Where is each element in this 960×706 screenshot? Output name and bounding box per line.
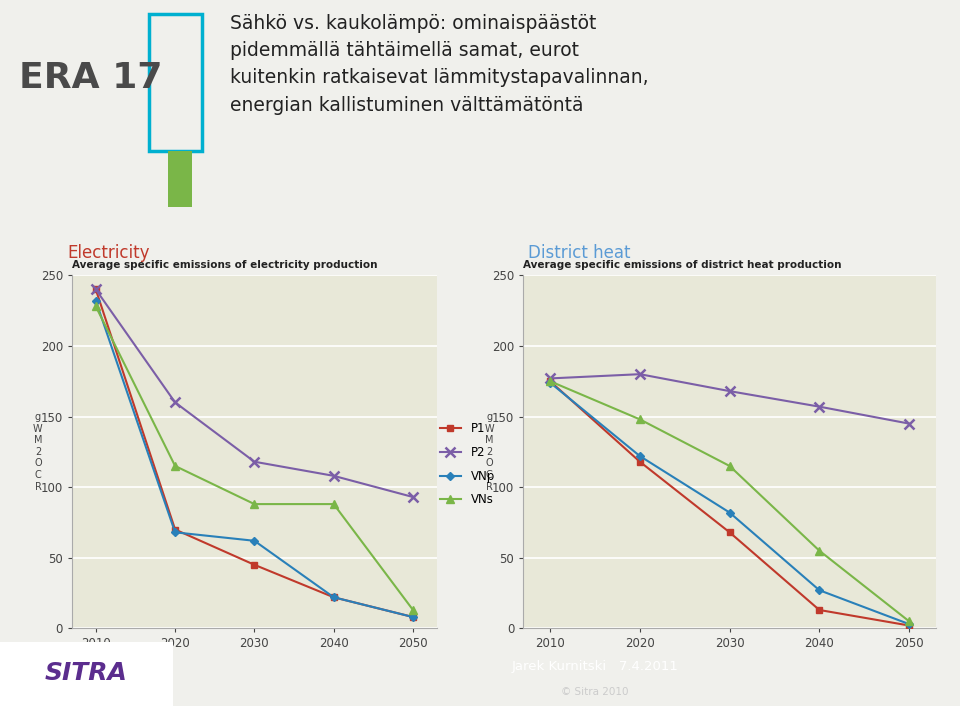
Line: P1: P1 — [546, 378, 913, 629]
P1 — [813, 606, 825, 614]
P2 — [813, 402, 825, 411]
P1 — [249, 561, 260, 569]
VNs — [903, 617, 915, 626]
VNp — [407, 613, 419, 621]
P1 — [544, 377, 556, 385]
P2 — [90, 285, 102, 294]
P1 — [90, 285, 102, 294]
VNp — [328, 593, 340, 602]
Text: Electricity: Electricity — [67, 244, 150, 262]
VNp — [169, 528, 180, 537]
P2 — [328, 472, 340, 480]
Line: VNp: VNp — [547, 380, 912, 627]
Y-axis label: g
W
M
2
O
C
R: g W M 2 O C R — [34, 412, 43, 491]
P2 — [724, 387, 735, 395]
P1 — [407, 613, 419, 621]
VNs — [90, 302, 102, 311]
VNp — [90, 297, 102, 305]
P2 — [544, 374, 556, 383]
P1 — [328, 593, 340, 602]
Text: District heat: District heat — [528, 244, 631, 262]
P1 — [635, 457, 646, 466]
VNs — [813, 546, 825, 555]
VNs — [328, 500, 340, 508]
Line: P2: P2 — [545, 369, 914, 429]
VNs — [249, 500, 260, 508]
VNs — [635, 415, 646, 424]
Line: VNs: VNs — [91, 302, 418, 614]
P1 — [903, 621, 915, 630]
VNp — [635, 452, 646, 460]
Text: ERA 17: ERA 17 — [19, 61, 162, 95]
Line: P2: P2 — [91, 285, 418, 502]
VNs — [407, 606, 419, 614]
Legend: P1, P2, VNp, VNs: P1, P2, VNp, VNs — [440, 422, 494, 506]
VNs — [544, 377, 556, 385]
Y-axis label: g
W
M
2
O
C
R: g W M 2 O C R — [485, 412, 494, 491]
Text: SITRA: SITRA — [45, 661, 128, 685]
P1 — [169, 525, 180, 534]
P1 — [724, 528, 735, 537]
VNp — [544, 378, 556, 387]
VNp — [813, 586, 825, 594]
Text: © Sitra 2010: © Sitra 2010 — [562, 687, 629, 697]
P2 — [407, 493, 419, 501]
Bar — [0, 642, 173, 706]
Text: Average specific emissions of district heat production: Average specific emissions of district h… — [523, 261, 842, 270]
VNs — [724, 462, 735, 470]
Text: Sähkö vs. kaukolämpö: ominaispäästöt
pidemmällä tähtäimellä samat, eurot
kuitenk: Sähkö vs. kaukolämpö: ominaispäästöt pid… — [230, 14, 649, 114]
Text: Average specific emissions of electricity production: Average specific emissions of electricit… — [72, 261, 377, 270]
P2 — [249, 457, 260, 466]
P2 — [169, 398, 180, 407]
VNp — [249, 537, 260, 545]
Line: P1: P1 — [92, 286, 417, 621]
Line: VNp: VNp — [93, 298, 416, 620]
VNs — [169, 462, 180, 470]
P2 — [903, 419, 915, 428]
VNp — [903, 620, 915, 628]
Bar — [168, 152, 192, 206]
VNp — [724, 508, 735, 517]
Line: VNs: VNs — [546, 377, 913, 626]
P2 — [635, 370, 646, 378]
Text: Jarek Kurnitski   7.4.2011: Jarek Kurnitski 7.4.2011 — [512, 660, 679, 673]
